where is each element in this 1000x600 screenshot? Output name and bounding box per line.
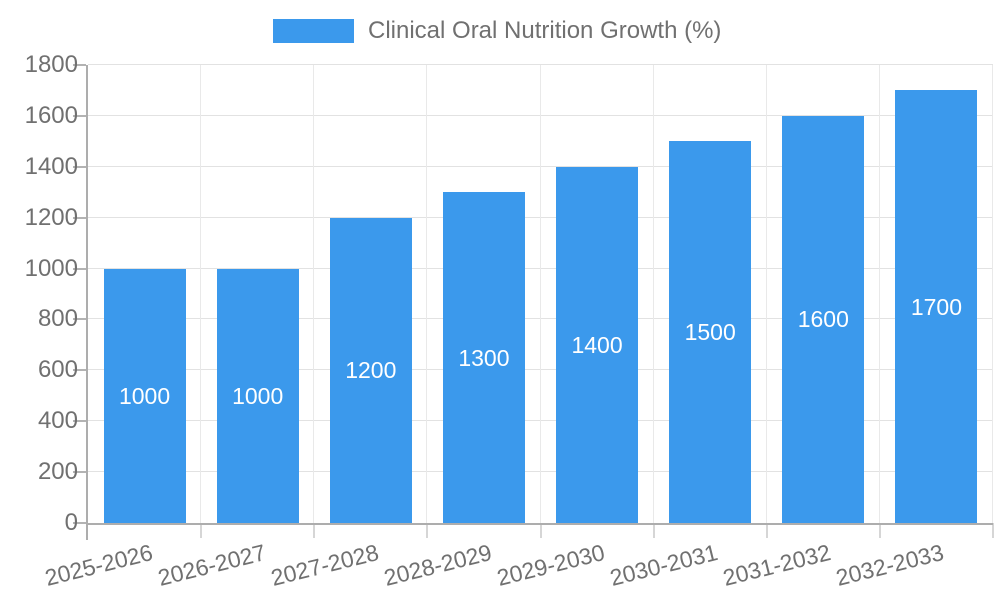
bar-2029-2030[interactable] <box>556 166 639 523</box>
x-tick-mark <box>878 523 881 538</box>
bar-2025-2026[interactable] <box>103 268 186 523</box>
bar-value-label: 1300 <box>458 344 510 371</box>
x-tick-label: 2031-2032 <box>720 539 834 591</box>
v-gridline <box>878 65 880 523</box>
x-tick-label: 2028-2029 <box>381 539 495 591</box>
y-tick-mark <box>73 165 86 168</box>
bar-2032-2033[interactable] <box>895 90 978 523</box>
bar-value-label: 1500 <box>684 319 736 346</box>
y-tick-label: 0 <box>64 509 78 536</box>
y-tick-mark <box>73 318 86 321</box>
h-gridline <box>88 267 993 269</box>
y-axis-line <box>86 65 88 523</box>
x-tick-label: 2025-2026 <box>41 539 155 591</box>
v-gridline <box>539 65 541 523</box>
plot-area: 0 200 400 600 800 1000 1200 1400 1600 1800 1000 100… <box>25 52 994 591</box>
x-tick-mark <box>992 523 994 538</box>
v-gridline <box>313 65 315 523</box>
y-tick-label: 600 <box>37 356 78 384</box>
y-tick-label: 1400 <box>24 152 78 180</box>
y-tick-mark <box>73 420 86 423</box>
y-tick-mark <box>73 64 86 66</box>
x-axis-line <box>86 523 993 525</box>
legend[interactable]: Clinical Oral Nutrition Growth (%) <box>273 19 721 43</box>
y-tick-label: 1800 <box>24 51 78 78</box>
bar-2028-2029[interactable] <box>442 192 525 523</box>
y-tick-mark <box>73 471 86 474</box>
h-gridline <box>88 114 993 116</box>
bar-value-label: 1400 <box>571 331 623 358</box>
y-tick-label: 1200 <box>24 203 78 231</box>
x-tick-mark <box>652 523 655 538</box>
y-tick-label: 1000 <box>24 254 78 282</box>
h-gridline <box>88 369 993 371</box>
x-tick-mark <box>86 523 88 540</box>
x-tick-label: 2030-2031 <box>607 539 721 591</box>
h-gridline <box>88 216 993 218</box>
x-tick-mark <box>765 523 768 538</box>
v-gridline <box>200 65 202 523</box>
y-tick-label: 1600 <box>24 101 78 129</box>
bar-2030-2031[interactable] <box>669 141 752 523</box>
bar-value-label: 1700 <box>910 293 963 320</box>
bar-value-label: 1000 <box>232 382 284 409</box>
h-gridline <box>88 64 993 65</box>
v-gridline <box>426 65 428 523</box>
y-tick-mark <box>73 369 86 372</box>
x-tick-mark <box>539 523 542 538</box>
x-tick-label: 2027-2028 <box>268 539 382 591</box>
bar-value-label: 1600 <box>797 306 849 333</box>
y-tick-mark <box>73 216 86 219</box>
y-tick-mark <box>73 267 86 270</box>
v-gridline <box>765 65 767 523</box>
x-tick-label: 2029-2030 <box>494 539 608 591</box>
bar-2026-2027[interactable] <box>216 268 299 523</box>
bar-value-label: 1000 <box>118 382 171 409</box>
h-gridline <box>88 471 993 473</box>
bar-value-label: 1200 <box>345 357 397 384</box>
v-gridline <box>992 65 993 523</box>
x-tick-mark <box>313 523 316 538</box>
x-tick-label: 2026-2027 <box>154 539 268 591</box>
bar-2031-2032[interactable] <box>782 115 865 523</box>
y-tick-label: 800 <box>37 305 78 333</box>
h-gridline <box>88 420 993 422</box>
bar-2027-2028[interactable] <box>329 217 412 523</box>
y-tick-mark <box>73 114 86 117</box>
x-tick-label: 2032-2033 <box>833 539 947 591</box>
y-tick-mark <box>73 522 86 524</box>
y-tick-label: 400 <box>37 407 78 435</box>
x-tick-mark <box>426 523 429 538</box>
h-gridline <box>88 165 993 167</box>
legend-label: Clinical Oral Nutrition Growth (%) <box>368 17 722 44</box>
h-gridline <box>88 318 993 320</box>
v-gridline <box>652 65 654 523</box>
x-tick-mark <box>200 523 203 538</box>
y-tick-label: 200 <box>37 458 78 486</box>
legend-swatch <box>273 19 354 43</box>
